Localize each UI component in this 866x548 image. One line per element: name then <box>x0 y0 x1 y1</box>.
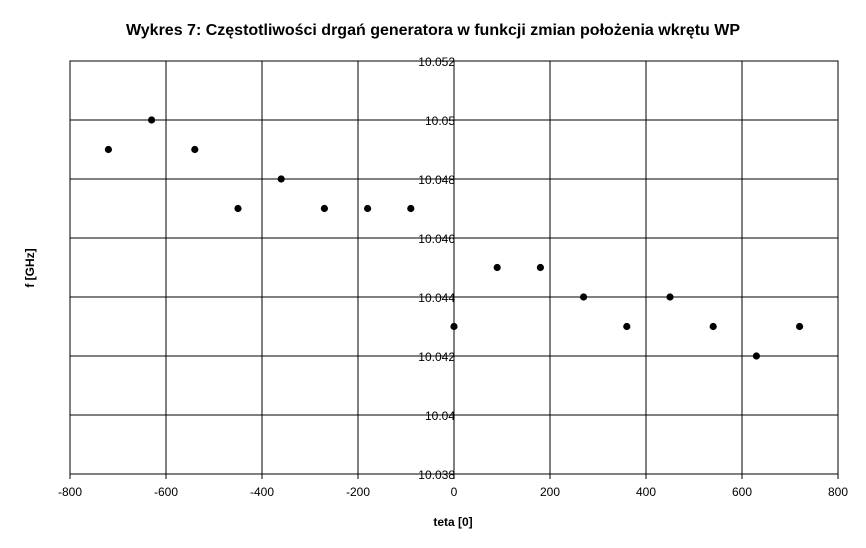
chart-title: Wykres 7: Częstotliwości drgań generator… <box>126 22 740 39</box>
data-point <box>580 293 588 301</box>
data-point <box>536 263 545 272</box>
y-tick-label: 10.05 <box>425 114 455 128</box>
x-tick-label: 400 <box>636 485 656 499</box>
x-tick-label: -200 <box>346 485 370 499</box>
data-point <box>450 322 458 331</box>
y-tick-label: 10.042 <box>418 350 455 364</box>
data-point <box>666 293 674 301</box>
data-points <box>104 116 804 360</box>
data-point <box>407 204 415 213</box>
data-point <box>493 263 501 272</box>
data-point <box>234 204 242 213</box>
data-point <box>191 145 199 154</box>
x-tick-label: 200 <box>540 485 560 499</box>
y-axis-ticks: 10.038 10.04 10.042 10.044 10.046 10.048 10.05… <box>418 55 455 482</box>
data-point <box>709 322 717 331</box>
x-axis-ticks: -800 -600 -400 -200 0 200 400 600 800 <box>58 474 848 499</box>
x-tick-label: 600 <box>732 485 752 499</box>
y-tick-label: 10.052 <box>418 55 455 69</box>
y-tick-label: 10.046 <box>418 232 455 246</box>
x-tick-label: 0 <box>451 485 458 499</box>
y-tick-label: 10.048 <box>418 173 455 187</box>
y-tick-label: 10.038 <box>418 468 455 482</box>
y-tick-label: 10.04 <box>425 409 455 423</box>
data-point <box>320 204 328 213</box>
x-tick-label: -800 <box>58 485 82 499</box>
x-axis-label: teta [0] <box>433 515 472 529</box>
x-tick-label: 800 <box>828 485 848 499</box>
x-tick-label: -400 <box>250 485 274 499</box>
x-tick-label: -600 <box>154 485 178 499</box>
data-point <box>104 145 112 154</box>
y-tick-label: 10.044 <box>418 291 455 305</box>
data-point <box>277 175 285 183</box>
data-point <box>148 116 156 124</box>
data-point <box>364 204 372 213</box>
data-point <box>623 322 631 331</box>
data-point <box>796 322 804 331</box>
data-point <box>752 352 761 360</box>
y-axis-label: f [GHz] <box>23 248 37 287</box>
